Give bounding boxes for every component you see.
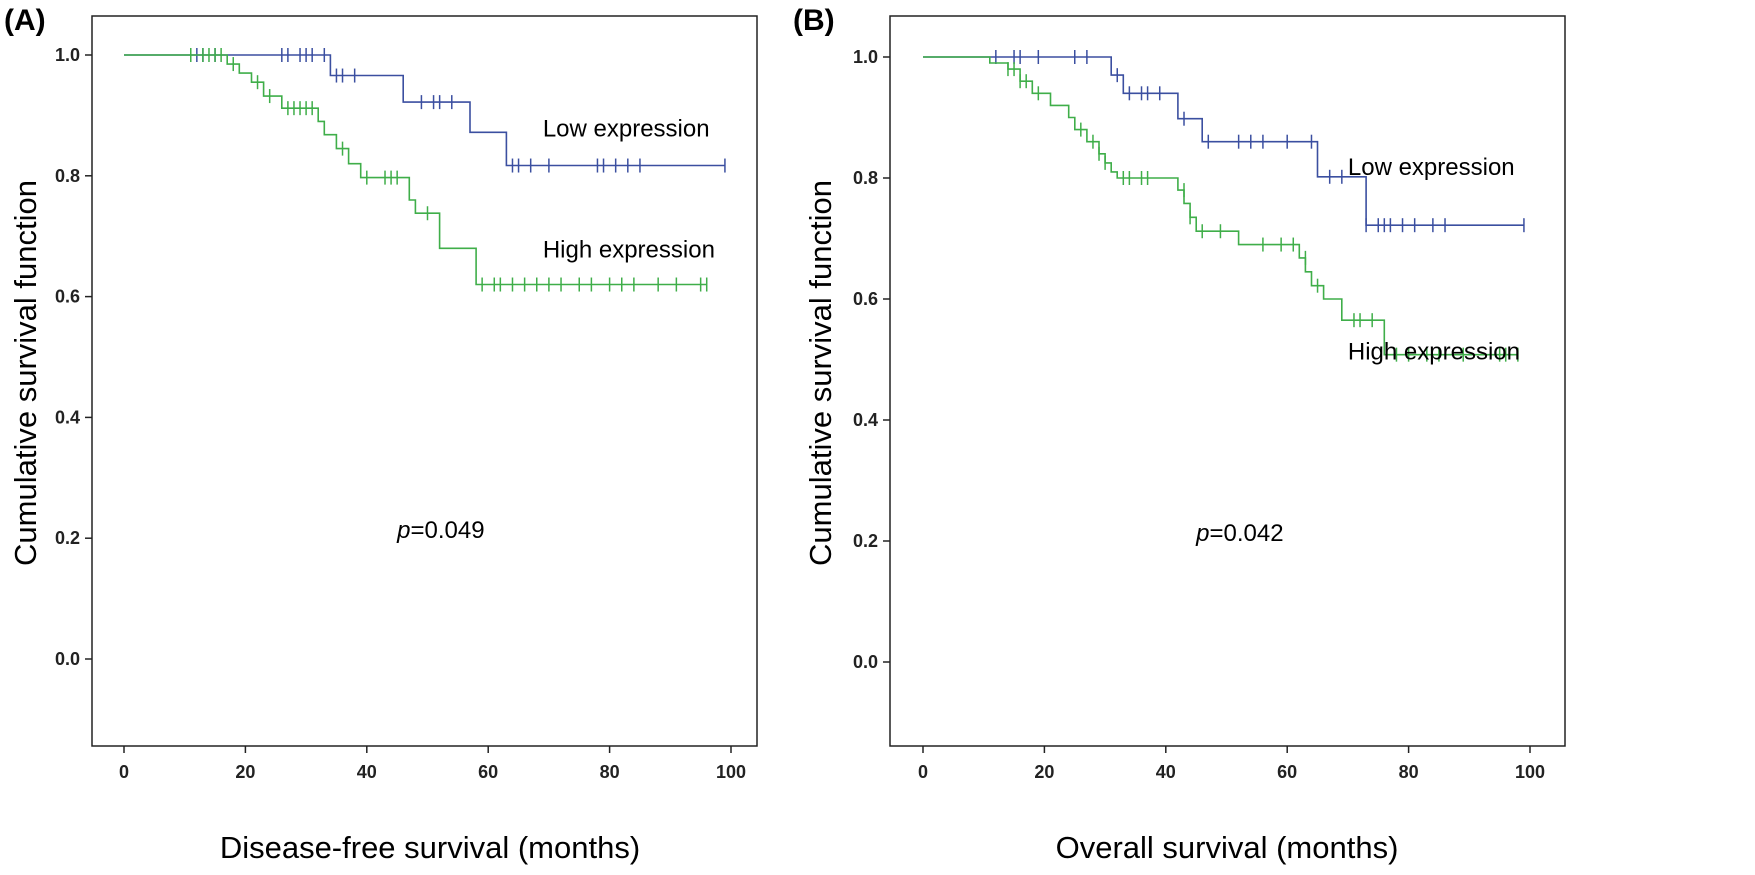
y-tick-label: 0.6 bbox=[55, 287, 80, 307]
y-tick-label: 0.8 bbox=[55, 166, 80, 186]
y-tick-label: 1.0 bbox=[55, 45, 80, 65]
x-tick-label: 80 bbox=[1399, 762, 1419, 782]
panel-b-x-axis-title: Overall survival (months) bbox=[1056, 830, 1399, 865]
x-tick-label: 0 bbox=[918, 762, 928, 782]
x-tick-label: 20 bbox=[235, 762, 255, 782]
x-tick-label: 60 bbox=[478, 762, 498, 782]
panel-b-legend-low-expression: Low expression bbox=[1348, 154, 1515, 181]
panel-b-p-symbol: p bbox=[1195, 520, 1209, 547]
panel-b-legend-high-expression: High expression bbox=[1348, 339, 1520, 366]
y-tick-label: 0.8 bbox=[853, 168, 878, 188]
panel-b-y-axis-title: Cumulative survival function bbox=[803, 180, 838, 566]
y-tick-label: 0.2 bbox=[55, 528, 80, 548]
x-tick-label: 60 bbox=[1277, 762, 1297, 782]
panel-a-legend-high-expression: High expression bbox=[543, 236, 715, 263]
y-tick-label: 0.6 bbox=[853, 289, 878, 309]
panel-b-series bbox=[923, 50, 1525, 362]
y-tick-label: 0.0 bbox=[55, 649, 80, 669]
panel-a-frame bbox=[91, 15, 758, 747]
panel-a-p-value-text: =0.049 bbox=[411, 517, 485, 544]
y-tick-label: 0.4 bbox=[55, 407, 80, 427]
high-expression-survival-curve bbox=[923, 56, 1518, 356]
low-expression-survival-curve bbox=[124, 54, 725, 167]
panel-a-series bbox=[124, 48, 726, 292]
panel-b-ticks: 0.0 0.2 0.4 0.6 0.8 1.0 0 20 40 60 80 100 bbox=[853, 47, 1545, 782]
panel-b-label: (B) bbox=[793, 4, 835, 37]
x-tick-label: 80 bbox=[600, 762, 620, 782]
x-tick-label: 20 bbox=[1034, 762, 1054, 782]
panel-a-ticks: 0.0 0.2 0.4 0.6 0.8 1.0 0 20 40 60 80 100 bbox=[55, 45, 746, 782]
y-tick-label: 1.0 bbox=[853, 47, 878, 67]
panel-a-x-axis-title: Disease-free survival (months) bbox=[220, 830, 640, 865]
panel-b-frame bbox=[889, 15, 1566, 747]
x-tick-label: 100 bbox=[716, 762, 746, 782]
panel-a-p-symbol: p bbox=[396, 517, 410, 544]
x-tick-label: 40 bbox=[357, 762, 377, 782]
high-expression-survival-curve bbox=[124, 54, 707, 286]
panel-a-p-value: p=0.049 bbox=[396, 517, 484, 544]
panel-a: (A) 0.0 0.2 0.4 0.6 0.8 1.0 0 20 40 60 80 100 Disea… bbox=[4, 4, 758, 865]
panel-a-y-axis-title: Cumulative survival function bbox=[8, 180, 43, 566]
y-tick-label: 0.2 bbox=[853, 531, 878, 551]
panel-a-legend-low-expression: Low expression bbox=[543, 116, 710, 143]
panel-b-p-value-text: =0.042 bbox=[1210, 520, 1284, 547]
y-tick-label: 0.0 bbox=[853, 652, 878, 672]
x-tick-label: 40 bbox=[1156, 762, 1176, 782]
low-expression-survival-curve bbox=[923, 56, 1524, 226]
y-tick-label: 0.4 bbox=[853, 410, 878, 430]
panel-b-p-value: p=0.042 bbox=[1195, 520, 1283, 547]
panel-a-label: (A) bbox=[4, 4, 46, 37]
panel-b: (B) 0.0 0.2 0.4 0.6 0.8 1.0 0 20 40 60 80 100 Overa… bbox=[793, 4, 1566, 865]
x-tick-label: 100 bbox=[1515, 762, 1545, 782]
x-tick-label: 0 bbox=[119, 762, 129, 782]
